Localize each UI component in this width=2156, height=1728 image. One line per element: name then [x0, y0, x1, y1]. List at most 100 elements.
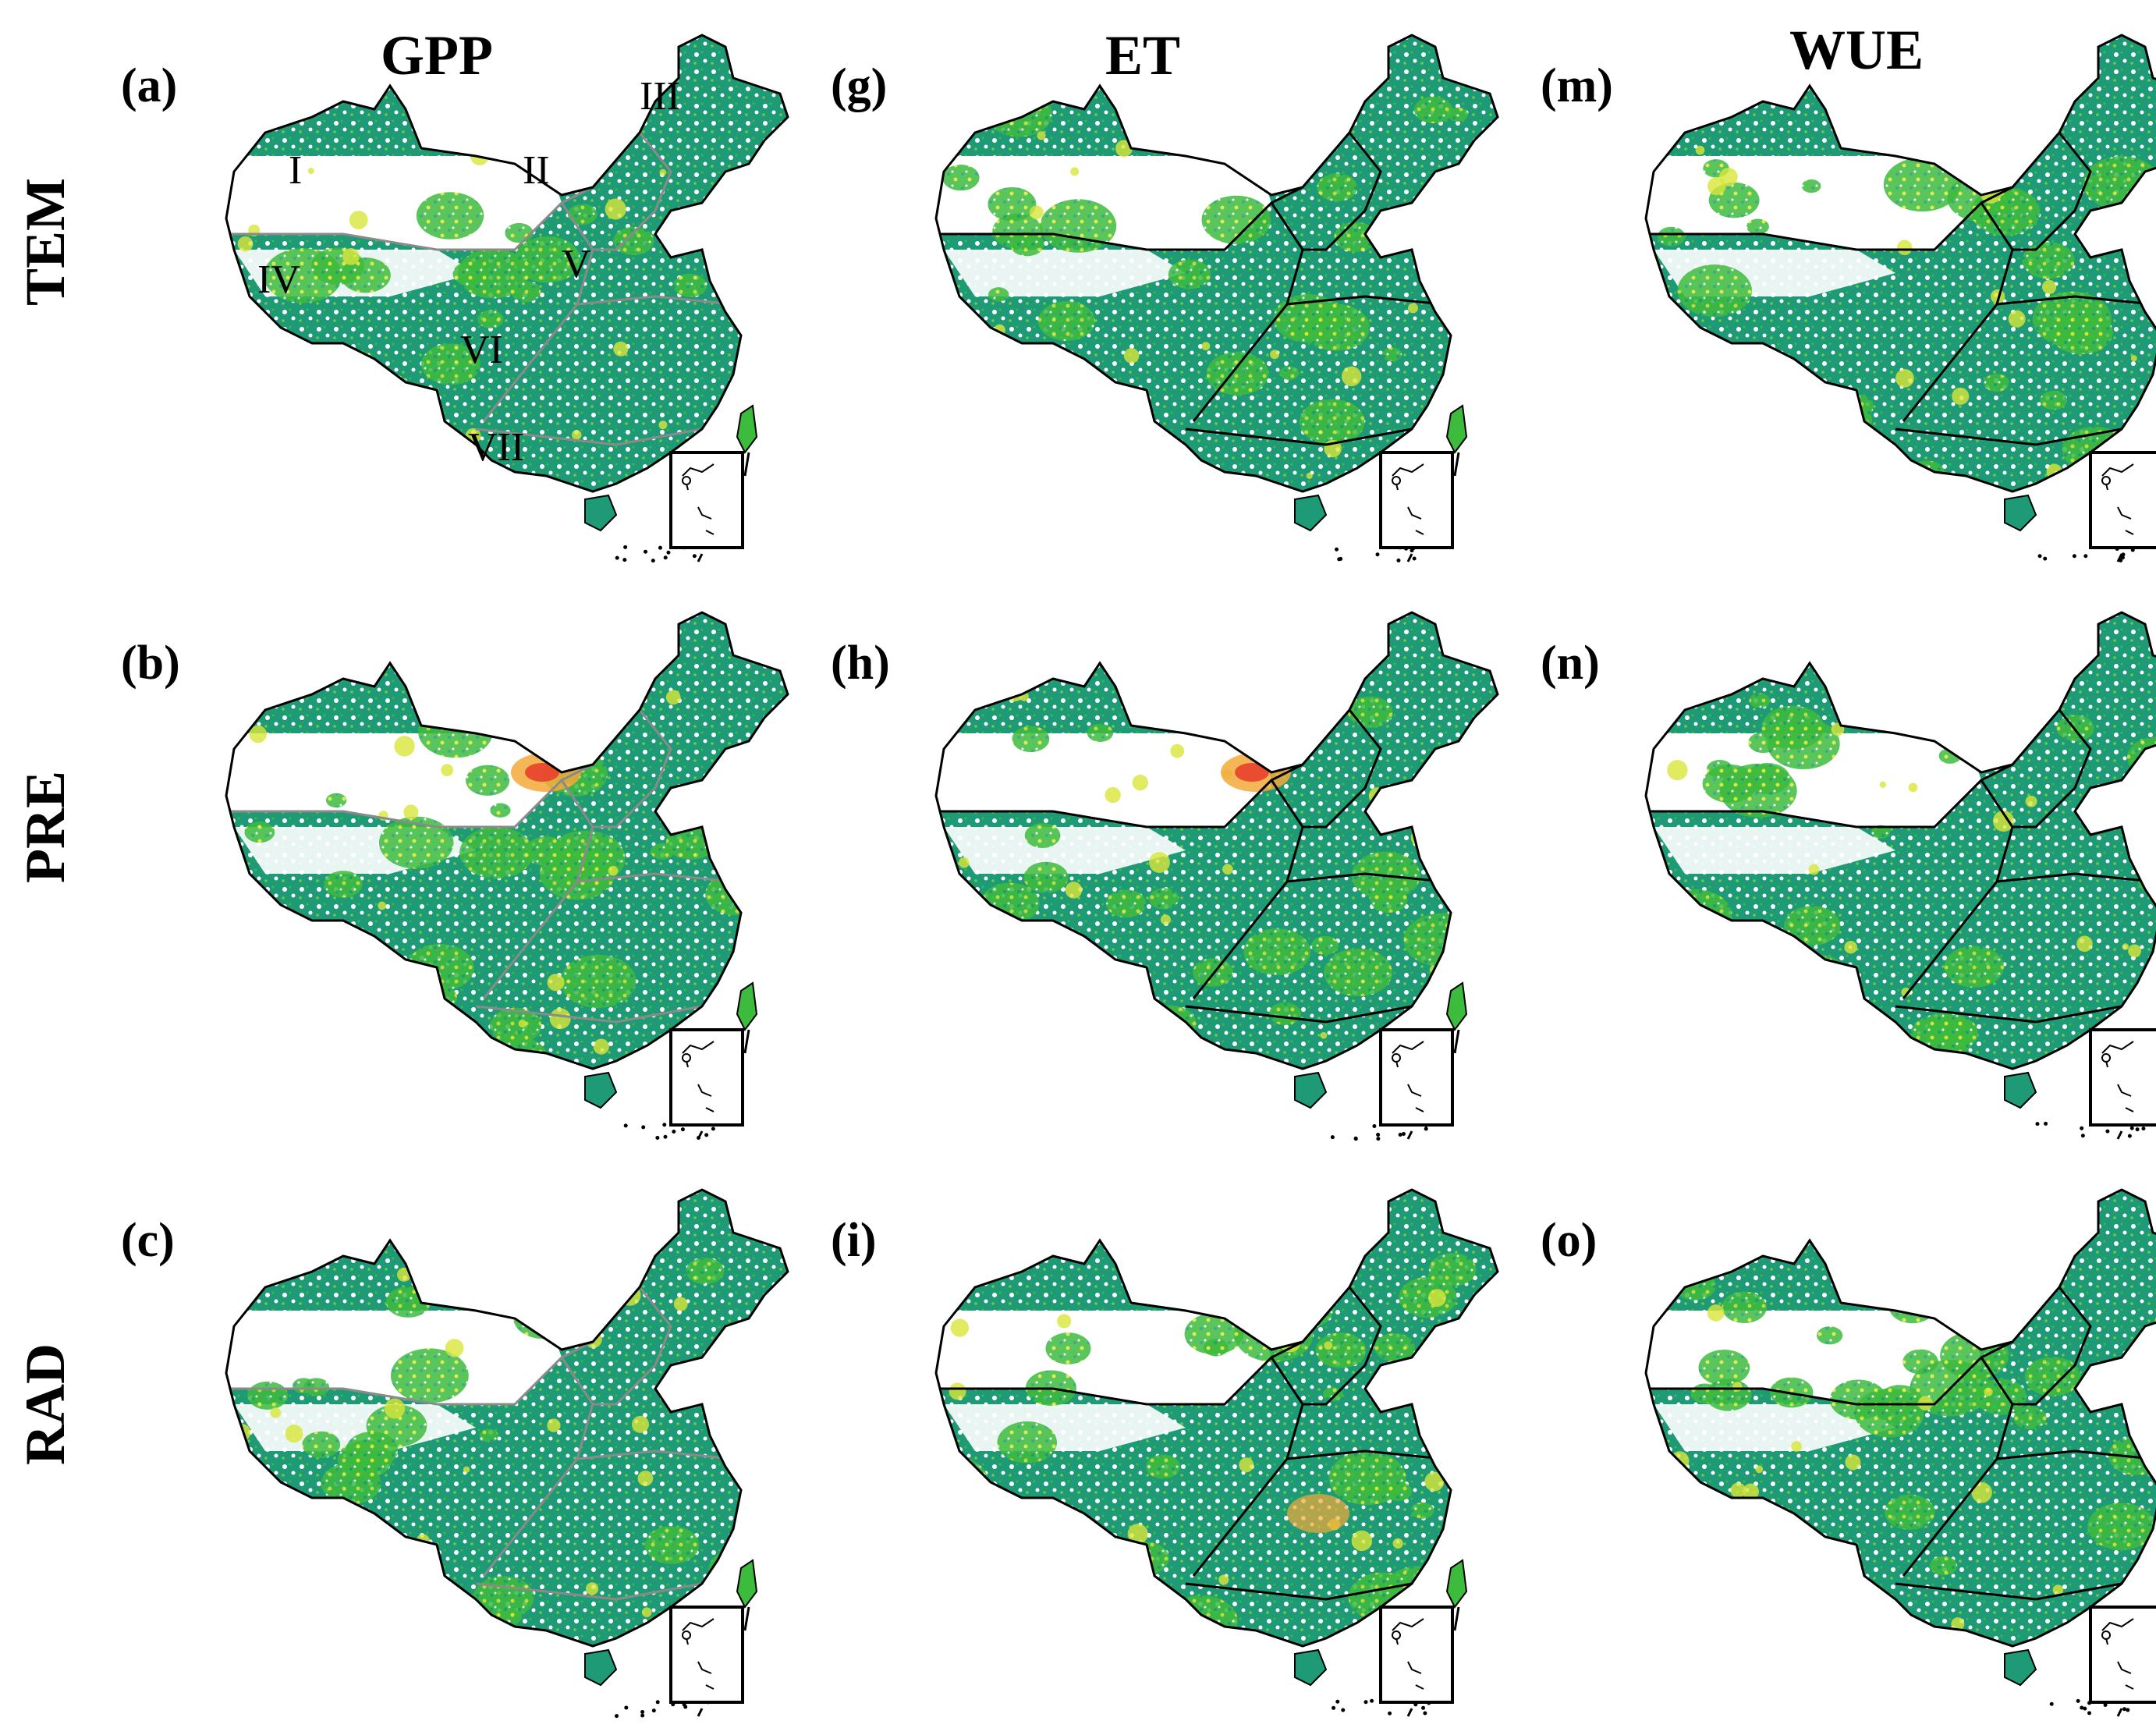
high-value-patch	[1695, 145, 1705, 155]
high-value-patch	[1192, 130, 1201, 139]
high-value-patch	[265, 957, 279, 971]
taiwan-island	[1446, 405, 1467, 453]
col-title-et: ET	[1105, 24, 1180, 87]
region-boundary	[475, 1582, 703, 1601]
vegetation-patch	[1941, 122, 1978, 147]
island-dot	[2126, 1708, 2130, 1712]
high-value-patch	[959, 857, 970, 868]
high-value-patch	[949, 1382, 966, 1400]
high-value-patch	[1341, 366, 1362, 387]
panel-label: (b)	[121, 637, 180, 690]
high-value-patch	[237, 236, 254, 252]
vegetation-patch	[673, 273, 707, 297]
region-boundary	[1996, 295, 2154, 306]
high-value-patch	[270, 1407, 282, 1418]
high-value-patch	[1105, 786, 1121, 804]
high-value-patch	[1214, 714, 1233, 733]
island-dot	[692, 554, 697, 559]
vegetation-patch	[479, 1428, 498, 1442]
island-dot	[2049, 1701, 2054, 1706]
vegetation-patch	[1883, 157, 1961, 212]
vegetation-patch	[1024, 823, 1061, 849]
island-dot	[2129, 1126, 2134, 1130]
high-value-patch	[523, 726, 536, 740]
vegetation-patch	[1040, 199, 1117, 253]
vegetation-patch	[1749, 693, 1771, 708]
vegetation-patch	[2040, 390, 2068, 410]
region-boundary	[593, 1286, 672, 1406]
vegetation-patch	[1768, 1034, 1828, 1069]
vegetation-patch	[376, 1552, 424, 1587]
region-boundary	[475, 428, 703, 446]
vegetation-patch	[1976, 714, 2017, 743]
island-dot	[711, 1127, 715, 1131]
high-value-patch	[1351, 1530, 1373, 1552]
south-china-sea-inset	[2089, 1606, 2156, 1704]
island-dot	[2044, 1121, 2048, 1126]
high-value-patch	[454, 132, 477, 154]
island-dot	[658, 545, 662, 550]
vegetation-patch	[342, 371, 416, 422]
high-value-patch	[1686, 1530, 1695, 1538]
high-value-patch	[518, 1020, 527, 1028]
map-panel: (a)	[121, 34, 789, 563]
high-value-patch	[1732, 1588, 1741, 1597]
vegetation-patch	[1106, 889, 1147, 918]
high-value-patch	[571, 430, 582, 440]
region-boundary	[593, 709, 672, 829]
vegetation-patch	[2056, 715, 2094, 742]
high-value-patch	[1201, 342, 1211, 351]
high-value-patch	[1202, 130, 1218, 147]
high-value-patch	[1270, 350, 1279, 360]
vegetation-patch	[686, 1258, 725, 1285]
high-value-patch	[1037, 131, 1046, 140]
high-value-patch	[285, 1425, 303, 1443]
region-boundary	[1646, 763, 2013, 829]
vegetation-patch	[1037, 300, 1095, 341]
region-boundary	[1996, 872, 2154, 883]
high-value-patch	[1755, 1465, 1764, 1474]
island-dot	[2087, 1711, 2091, 1716]
vegetation-patch	[1763, 417, 1827, 461]
vegetation-patch	[1012, 726, 1050, 753]
island-dot	[655, 1700, 660, 1705]
vegetation-patch	[1122, 1542, 1169, 1575]
island-dot	[2035, 1122, 2040, 1127]
island-dot	[2037, 554, 2042, 559]
region-label: IV	[257, 257, 300, 302]
vegetation-patch	[1382, 347, 1402, 361]
vegetation-patch	[1403, 913, 1480, 967]
vegetation-patch	[1275, 676, 1307, 699]
region-boundary	[1996, 1449, 2154, 1460]
taiwan-island	[736, 982, 757, 1031]
vegetation-patch	[1201, 195, 1271, 244]
panel-label: (i)	[831, 1214, 877, 1267]
hotspot	[1235, 763, 1269, 782]
island-dot	[663, 555, 668, 560]
vegetation-patch	[1279, 366, 1300, 380]
high-value-patch	[1879, 781, 1887, 788]
island-dot	[2141, 1127, 2146, 1131]
hainan-island	[2004, 1072, 2037, 1109]
island-dot	[1353, 1137, 1358, 1141]
vegetation-patch	[303, 1378, 330, 1396]
island-dot	[680, 1127, 685, 1132]
high-value-patch	[1667, 760, 1688, 781]
vegetation-patch	[1243, 1303, 1278, 1328]
vegetation-patch	[505, 222, 534, 243]
panel-label: (n)	[1541, 637, 1600, 690]
island-dot	[1335, 547, 1339, 552]
vegetation-patch	[556, 148, 590, 172]
high-value-patch	[307, 167, 314, 175]
high-value-patch	[1160, 914, 1171, 925]
map-panel: (c)	[121, 1188, 789, 1719]
high-value-patch	[632, 1415, 650, 1433]
vegetation-patch	[1944, 946, 2004, 988]
island-dot	[2105, 1129, 2110, 1134]
row-title-rad: RAD	[14, 1343, 76, 1465]
vegetation-patch	[1164, 1595, 1238, 1646]
vegetation-patch	[324, 871, 363, 898]
vegetation-patch	[1045, 1332, 1091, 1364]
island-dot	[2120, 555, 2125, 560]
island-dot	[1376, 1137, 1381, 1141]
